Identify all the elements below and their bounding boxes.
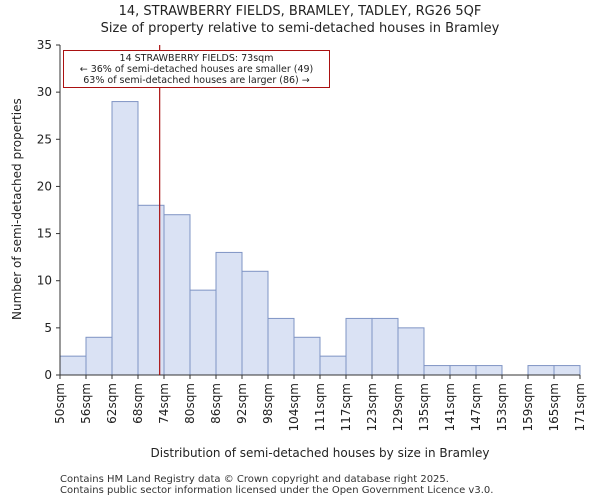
annotation-line3: 63% of semi-detached houses are larger (… [83, 75, 310, 86]
x-tick-label: 111sqm [313, 383, 327, 431]
y-tick-label: 15 [37, 227, 52, 241]
histogram-bar [241, 270, 269, 376]
y-tick-label: 30 [37, 85, 52, 99]
histogram-bar [397, 327, 425, 376]
histogram-bar [319, 355, 347, 376]
histogram-bar [345, 317, 373, 376]
annotation-box: 14 STRAWBERRY FIELDS: 73sqm ← 36% of sem… [63, 50, 330, 88]
histogram-bar [85, 336, 113, 376]
x-tick-label: 104sqm [287, 383, 301, 431]
x-tick-label: 62sqm [105, 383, 119, 424]
histogram-bar [59, 355, 87, 376]
x-tick-label: 117sqm [339, 383, 353, 431]
y-tick-label: 35 [37, 38, 52, 52]
histogram-bar [293, 336, 321, 376]
x-tick-label: 171sqm [573, 383, 587, 431]
x-tick-label: 80sqm [183, 383, 197, 424]
x-tick-label: 165sqm [547, 383, 561, 431]
footer-line1: Contains HM Land Registry data © Crown c… [60, 474, 449, 485]
y-tick-label: 10 [37, 274, 52, 288]
x-tick-label: 50sqm [53, 383, 67, 424]
x-tick-label: 92sqm [235, 383, 249, 424]
histogram-bar [371, 317, 399, 376]
y-tick-label: 0 [44, 368, 52, 382]
x-tick-label: 68sqm [131, 383, 145, 424]
x-tick-label: 153sqm [495, 383, 509, 431]
annotation-line1: 14 STRAWBERRY FIELDS: 73sqm [119, 53, 274, 64]
histogram-bar [527, 365, 555, 376]
y-tick-label: 25 [37, 132, 52, 146]
histogram-bar [111, 101, 139, 376]
x-tick-label: 147sqm [469, 383, 483, 431]
histogram-bar [189, 289, 217, 376]
histogram-bar [267, 317, 295, 376]
histogram-bar [163, 214, 191, 376]
histogram-bar [423, 365, 451, 376]
x-tick-label: 98sqm [261, 383, 275, 424]
histogram-bar [215, 251, 243, 376]
histogram-bar [475, 365, 503, 376]
footer-line2: Contains public sector information licen… [60, 485, 494, 496]
x-tick-label: 135sqm [417, 383, 431, 431]
x-tick-label: 159sqm [521, 383, 535, 431]
y-tick-label: 5 [44, 321, 52, 335]
x-tick-label: 86sqm [209, 383, 223, 424]
chart-title-line1: 14, STRAWBERRY FIELDS, BRAMLEY, TADLEY, … [118, 4, 482, 19]
x-tick-label: 123sqm [365, 383, 379, 431]
y-axis-label: Number of semi-detached properties [10, 98, 24, 320]
x-tick-label: 129sqm [391, 383, 405, 431]
x-tick-label: 74sqm [157, 383, 171, 424]
histogram-bar [553, 365, 581, 376]
chart-title-line2: Size of property relative to semi-detach… [100, 21, 500, 36]
annotation-line2: ← 36% of semi-detached houses are smalle… [79, 64, 314, 75]
histogram-bar [449, 365, 477, 376]
x-tick-label: 141sqm [443, 383, 457, 431]
x-tick-label: 56sqm [79, 383, 93, 424]
x-axis-label: Distribution of semi-detached houses by … [151, 446, 490, 460]
y-tick-label: 20 [37, 179, 52, 193]
